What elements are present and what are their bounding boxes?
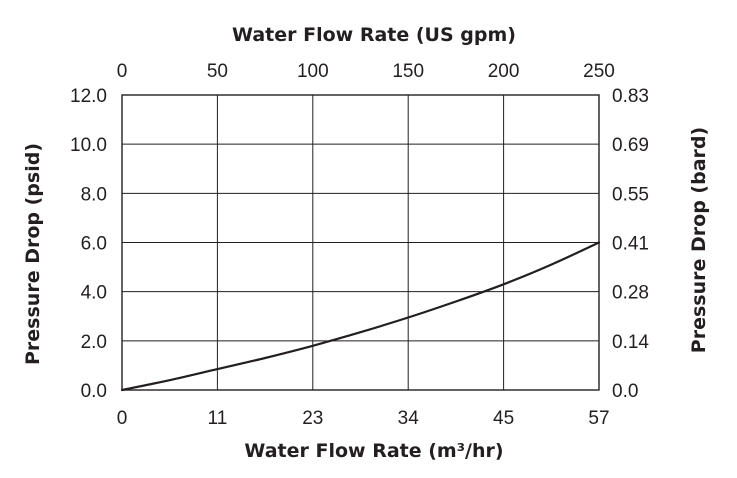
left-y-tick-label: 4.0 <box>81 283 107 304</box>
top-x-axis-title: Water Flow Rate (US gpm) <box>232 24 516 46</box>
bottom-x-tick-label: 45 <box>493 408 514 429</box>
left-y-tick-label: 0.0 <box>81 381 107 402</box>
right-y-axis-title: Pressure Drop (bard) <box>688 127 710 353</box>
right-y-tick-label: 0.41 <box>612 234 649 255</box>
left-y-tick-label: 6.0 <box>81 234 107 255</box>
right-y-tick-label: 0.83 <box>612 86 649 107</box>
bottom-x-tick-label: 23 <box>302 408 323 429</box>
left-y-tick-label: 10.0 <box>70 135 107 156</box>
right-y-tick-label: 0.28 <box>612 283 649 304</box>
left-y-tick-label: 8.0 <box>81 184 107 205</box>
bottom-x-tick-label: 57 <box>588 408 609 429</box>
right-y-tick-label: 0.69 <box>612 135 649 156</box>
bottom-x-axis-title: Water Flow Rate (m³/hr) <box>244 440 503 462</box>
left-y-tick-label: 2.0 <box>81 332 107 353</box>
bottom-x-tick-label: 0 <box>117 408 128 429</box>
left-y-tick-label: 12.0 <box>70 86 107 107</box>
right-y-tick-label: 0.14 <box>612 332 649 353</box>
left-y-axis-title: Pressure Drop (psid) <box>22 143 44 365</box>
top-x-tick-label: 0 <box>117 61 128 82</box>
top-x-tick-label: 100 <box>297 61 329 82</box>
pressure-drop-curve <box>120 241 601 392</box>
top-x-tick-label: 200 <box>488 61 520 82</box>
right-y-tick-label: 0.55 <box>612 184 649 205</box>
top-x-tick-label: 50 <box>207 61 228 82</box>
bottom-x-tick-label: 34 <box>398 408 420 429</box>
series-layer <box>120 241 601 392</box>
top-x-tick-label: 250 <box>583 61 615 82</box>
bottom-x-tick-label: 11 <box>208 408 228 429</box>
right-y-tick-label: 0.0 <box>612 381 638 402</box>
top-x-tick-label: 150 <box>392 61 424 82</box>
grid-lines <box>122 95 599 390</box>
